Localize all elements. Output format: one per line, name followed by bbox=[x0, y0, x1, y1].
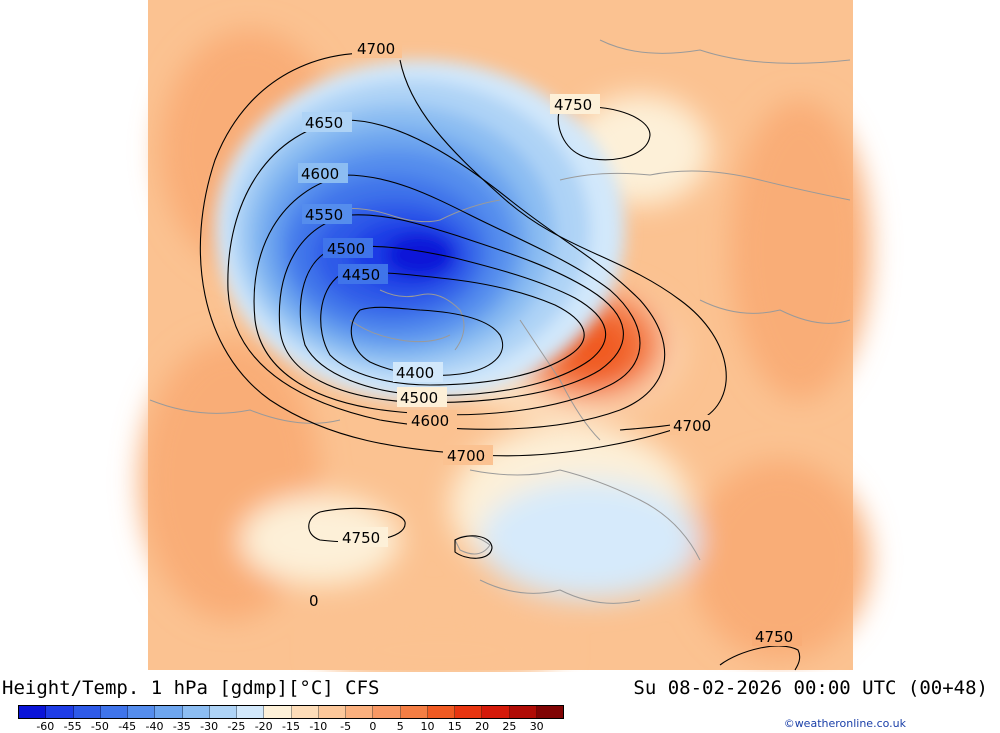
colorbar-tick-label: 20 bbox=[475, 720, 490, 733]
contour-label-4400: 4400 bbox=[396, 364, 434, 382]
colorbar-tick-label: -45 bbox=[118, 720, 137, 733]
colorbar-segment bbox=[346, 706, 374, 718]
contour-labels: 4700 4750 4650 4600 4550 4500 4450 4400 … bbox=[298, 38, 802, 646]
colorbar-segment bbox=[400, 706, 428, 718]
contour-label-4550: 4550 bbox=[305, 206, 343, 224]
colorbar-tick-label: 5 bbox=[396, 720, 404, 733]
colorbar-tick-label: -60 bbox=[36, 720, 55, 733]
colorbar-tick-label: -5 bbox=[340, 720, 352, 733]
contour-label-4750-bottom-right: 4750 bbox=[755, 628, 793, 646]
colorbar-segment bbox=[318, 706, 346, 718]
map-title: Height/Temp. 1 hPa [gdmp][°C] CFS bbox=[2, 677, 380, 699]
colorbar-segment bbox=[182, 706, 210, 718]
colorbar-segment bbox=[427, 706, 455, 718]
colorbar-tick-label: 0 bbox=[369, 720, 377, 733]
colorbar bbox=[18, 705, 564, 719]
colorbar-segment bbox=[455, 706, 483, 718]
credit-link[interactable]: ©weatheronline.co.uk bbox=[783, 717, 906, 730]
weather-map: 4700 4750 4650 4600 4550 4500 4450 4400 … bbox=[140, 0, 870, 672]
contour-label-4450: 4450 bbox=[342, 266, 380, 284]
colorbar-tick-label: -40 bbox=[145, 720, 164, 733]
contour-label-4600-bottom: 4600 bbox=[411, 412, 449, 430]
contour-label-4650: 4650 bbox=[305, 114, 343, 132]
colorbar-segment bbox=[291, 706, 319, 718]
colorbar-tick-label: -15 bbox=[282, 720, 300, 733]
contour-label-4700-right: 4700 bbox=[673, 417, 711, 435]
colorbar-tick-label: 30 bbox=[529, 720, 544, 733]
contour-label-4750-top: 4750 bbox=[554, 96, 592, 114]
colorbar-segment bbox=[19, 706, 47, 718]
colorbar-tick-label: -20 bbox=[254, 720, 273, 733]
colorbar-tick-label: -35 bbox=[172, 720, 191, 733]
colorbar-tick-label: -55 bbox=[63, 720, 82, 733]
colorbar-segment bbox=[509, 706, 537, 718]
colorbar-segment bbox=[237, 706, 265, 718]
colorbar-tick-label: -25 bbox=[227, 720, 246, 733]
contour-label-4500-bottom: 4500 bbox=[400, 389, 438, 407]
colorbar-tick-label: 10 bbox=[420, 720, 435, 733]
colorbar-segment bbox=[209, 706, 237, 718]
colorbar-segment bbox=[128, 706, 156, 718]
colorbar-segment bbox=[482, 706, 510, 718]
contour-label-4750-left: 4750 bbox=[342, 529, 380, 547]
temperature-field bbox=[140, 0, 870, 672]
contour-label-4600-top: 4600 bbox=[301, 165, 339, 183]
isotherm-label-0: 0 bbox=[309, 592, 319, 610]
colorbar-tick-label: -50 bbox=[90, 720, 109, 733]
map-valid-time: Su 08-02-2026 00:00 UTC (00+48) bbox=[633, 677, 988, 699]
contour-label-4700-bottom: 4700 bbox=[447, 447, 485, 465]
colorbar-tick-label: 25 bbox=[502, 720, 517, 733]
colorbar-segment bbox=[100, 706, 128, 718]
colorbar-segment bbox=[373, 706, 401, 718]
colorbar-segment bbox=[46, 706, 74, 718]
colorbar-ticks: -60 -55 -50 -45 -40 -35 -30 -25 -20 -15 -10 -5 0 5 10 1… bbox=[18, 720, 564, 733]
contour-label-4500-top: 4500 bbox=[327, 240, 365, 258]
colorbar-segment bbox=[155, 706, 183, 718]
colorbar-segment bbox=[536, 706, 563, 718]
colorbar-segment bbox=[264, 706, 292, 718]
colorbar-tick-label: -30 bbox=[200, 720, 219, 733]
colorbar-tick-label: -10 bbox=[309, 720, 328, 733]
colorbar-segment bbox=[73, 706, 101, 718]
colorbar-tick-label: 15 bbox=[447, 720, 462, 733]
contour-label-4700-top: 4700 bbox=[357, 40, 395, 58]
height-contours bbox=[199, 52, 801, 671]
